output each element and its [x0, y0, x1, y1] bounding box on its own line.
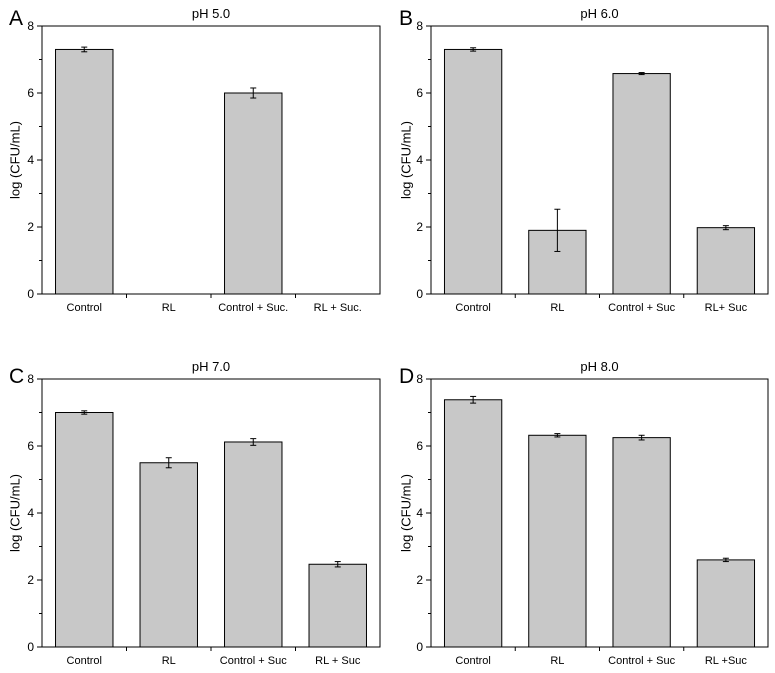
x-tick-label: Control: [67, 655, 102, 667]
y-axis-title: log (CFU/mL): [7, 121, 22, 199]
y-tick-label: 4: [27, 153, 34, 167]
x-tick-label: RL+ Suc: [705, 302, 748, 314]
error-bar-1: [470, 395, 477, 404]
y-tick-label: 8: [27, 19, 34, 33]
x-tick-label: Control + Suc: [220, 655, 287, 667]
y-tick-label: 2: [416, 220, 423, 234]
x-tick-label: RL: [550, 302, 564, 314]
y-tick-label: 6: [27, 86, 34, 100]
chart-title: pH 7.0: [192, 359, 230, 374]
bar-1: [443, 48, 503, 295]
panel-letter: C: [9, 365, 24, 388]
y-tick-label: 2: [27, 220, 34, 234]
bar-3: [224, 441, 283, 648]
error-bar-3: [250, 438, 257, 446]
x-tick-label: RL +Suc: [705, 655, 748, 667]
y-tick-label: 8: [416, 19, 423, 33]
panel-letter: A: [9, 7, 23, 30]
error-bar-2: [554, 208, 561, 252]
x-tick-label: Control + Suc.: [218, 302, 288, 314]
y-tick-label: 4: [416, 153, 423, 167]
bar-4: [308, 563, 367, 648]
y-axis-title: log (CFU/mL): [398, 121, 413, 199]
x-tick-label: Control: [67, 302, 102, 314]
error-bar-1: [470, 47, 477, 52]
x-tick-label: Control + Suc: [608, 655, 675, 667]
x-tick-label: Control: [455, 302, 490, 314]
bar-4: [696, 227, 756, 295]
y-tick-label: 8: [416, 372, 423, 386]
chart-title: pH 6.0: [580, 6, 618, 21]
bar-3: [612, 73, 671, 295]
x-tick-label: RL: [550, 655, 564, 667]
y-tick-label: 4: [27, 506, 34, 520]
x-tick-label: Control + Suc: [608, 302, 675, 314]
x-tick-label: RL + Suc.: [314, 302, 362, 314]
y-tick-label: 0: [416, 640, 423, 654]
panel-letter: D: [399, 365, 414, 388]
error-bar-3: [638, 434, 645, 441]
error-bar-2: [554, 433, 561, 438]
error-bar-3: [638, 72, 645, 76]
y-tick-label: 0: [27, 640, 34, 654]
bar-2: [528, 434, 587, 648]
x-tick-label: Control: [455, 655, 490, 667]
bar-3: [612, 437, 671, 648]
x-tick-label: RL: [162, 655, 176, 667]
y-tick-label: 6: [416, 439, 423, 453]
chart-title: pH 5.0: [192, 6, 230, 21]
bar-1: [443, 399, 503, 648]
y-tick-label: 0: [416, 287, 423, 301]
y-tick-label: 0: [27, 287, 34, 301]
y-axis-title: log (CFU/mL): [398, 474, 413, 552]
y-tick-label: 6: [27, 439, 34, 453]
x-tick-label: RL: [162, 302, 176, 314]
y-tick-label: 4: [416, 506, 423, 520]
error-bar-1: [81, 410, 88, 415]
x-tick-label: RL + Suc: [315, 655, 361, 667]
bar-3: [224, 92, 283, 295]
bar-1: [55, 48, 114, 295]
bar-4: [696, 559, 756, 648]
error-bar-4: [334, 561, 341, 568]
y-tick-label: 8: [27, 372, 34, 386]
y-tick-label: 2: [416, 573, 423, 587]
error-bar-2: [165, 457, 172, 469]
error-bar-4: [722, 225, 729, 231]
error-bar-3: [250, 87, 257, 99]
panel-letter: B: [399, 7, 413, 30]
bar-1: [55, 412, 114, 648]
error-bar-4: [722, 557, 729, 563]
y-tick-label: 2: [27, 573, 34, 587]
y-tick-label: 6: [416, 86, 423, 100]
y-axis-title: log (CFU/mL): [7, 474, 22, 552]
chart-title: pH 8.0: [580, 359, 618, 374]
error-bar-1: [81, 46, 88, 53]
bar-2: [139, 462, 198, 648]
